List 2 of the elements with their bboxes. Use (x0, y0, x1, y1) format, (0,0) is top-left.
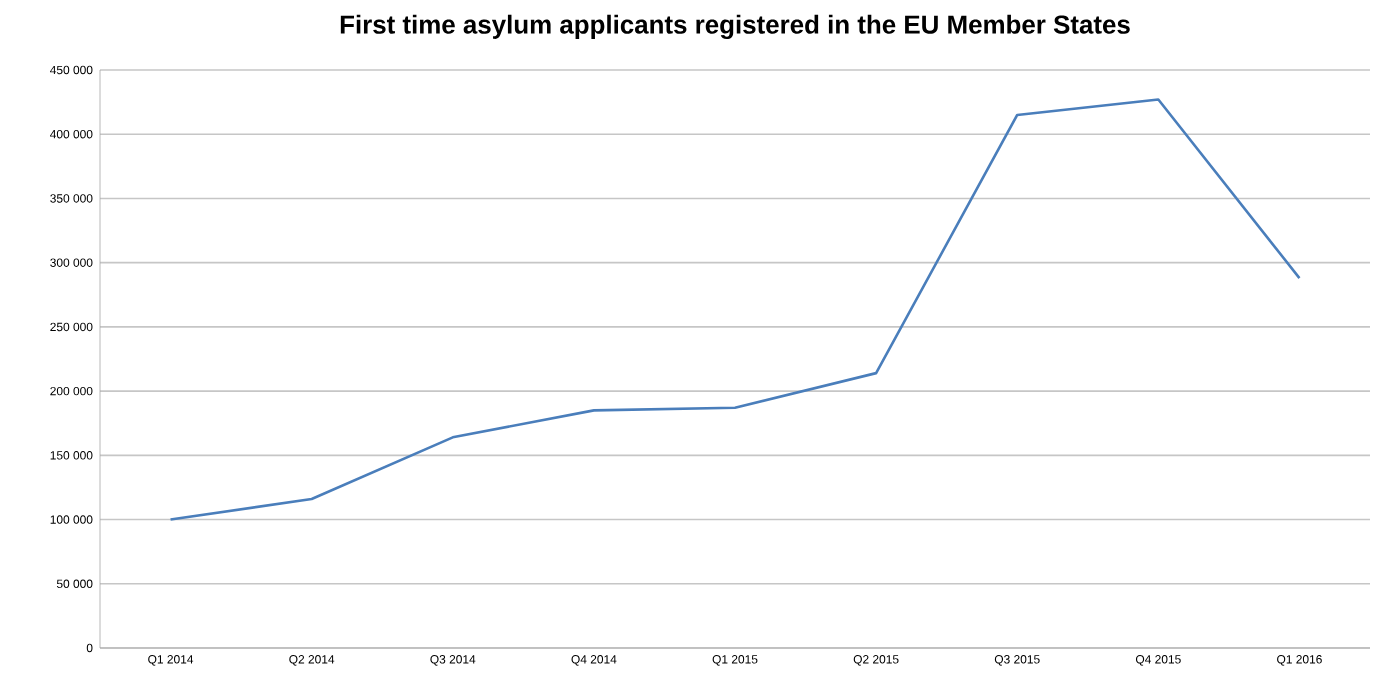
chart-title: First time asylum applicants registered in the EU Member States (340, 14, 1130, 40)
line-series (169, 98, 1301, 521)
